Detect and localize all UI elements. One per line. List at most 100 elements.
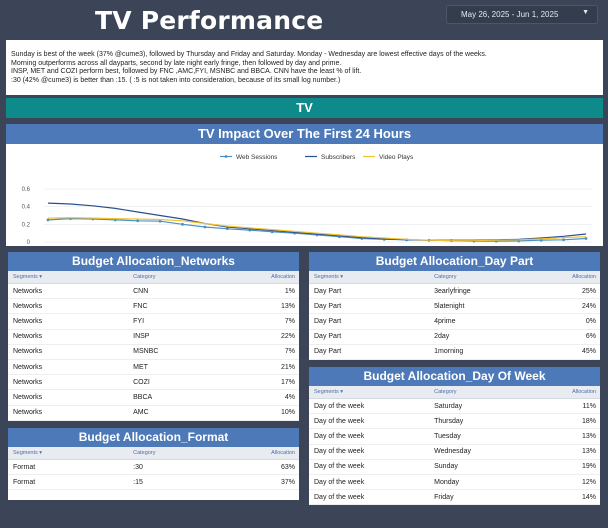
data-point[interactable]	[584, 237, 588, 240]
table-row: Networks AMC 10%	[8, 406, 299, 421]
column-header-category[interactable]: Category	[434, 389, 559, 395]
column-header-label: Category	[434, 389, 457, 395]
table-row: Networks FNC 13%	[8, 299, 299, 315]
chevron-down-icon[interactable]: ▼	[582, 9, 589, 16]
sort-icon[interactable]: ▾	[37, 274, 43, 280]
data-point[interactable]	[158, 219, 162, 223]
category-cell: Thursday	[434, 417, 464, 425]
summary-line: Morning outperforms across all dayparts,…	[11, 59, 342, 67]
category-cell: Wednesday	[434, 448, 471, 456]
table-header: Segments ▾ Category Allocation	[309, 386, 600, 399]
category-cell: :30	[133, 463, 143, 471]
column-header-allocation[interactable]: Allocation	[258, 450, 299, 456]
column-header-allocation[interactable]: Allocation	[559, 389, 600, 395]
segment-cell: Day Part	[314, 287, 342, 295]
table-row: Day Part 3earlyfringe 25%	[309, 284, 600, 300]
chart-title: TV Impact Over The First 24 Hours	[6, 124, 603, 144]
daypart-title: Budget Allocation_Day Part	[309, 252, 600, 271]
category-cell: FNC	[133, 302, 148, 310]
sort-icon[interactable]: ▾	[37, 450, 43, 456]
data-point[interactable]	[562, 238, 565, 242]
table-row: Day of the week Wednesday 13%	[309, 445, 600, 460]
data-point[interactable]	[225, 227, 229, 231]
summary-line: :30 (42% @cume3) is better than :15. ( :…	[11, 76, 341, 84]
segment-cell: Networks	[13, 378, 43, 386]
allocation-cell: 25%	[581, 287, 596, 295]
category-cell: Sunday	[434, 463, 458, 471]
allocation-cell: 0%	[585, 317, 596, 325]
segment-cell: Day of the week	[314, 417, 365, 425]
allocation-cell: 21%	[280, 363, 295, 371]
category-cell: MSNBC	[133, 348, 159, 356]
table-row: Day of the week Friday 14%	[309, 490, 600, 506]
sort-icon[interactable]: ▾	[338, 389, 344, 395]
legend-marker	[224, 155, 228, 158]
table-header: Segments ▾ Category Allocation	[8, 447, 299, 460]
column-header-category[interactable]: Category	[434, 274, 559, 280]
segment-cell: Networks	[13, 363, 43, 371]
column-header-label: Allocation	[572, 274, 596, 280]
line-chart[interactable]: 00.20.40.6012345678910111213141516171819…	[6, 144, 603, 246]
segment-cell: Day Part	[314, 333, 342, 341]
column-header-segments[interactable]: Segments ▾	[8, 274, 133, 280]
segment-cell: Day Part	[314, 348, 342, 356]
table-row: Day Part 2day 6%	[309, 330, 600, 345]
column-header-allocation[interactable]: Allocation	[258, 274, 299, 280]
sort-icon[interactable]: ▾	[338, 274, 344, 280]
y-tick-label: 0.4	[22, 205, 31, 211]
data-point[interactable]	[539, 238, 543, 242]
category-cell: 4prime	[434, 317, 456, 325]
category-cell: MET	[133, 363, 148, 371]
column-header-segments[interactable]: Segments ▾	[309, 274, 434, 280]
allocation-cell: 18%	[581, 417, 596, 425]
column-header-allocation[interactable]: Allocation	[559, 274, 600, 280]
y-tick-label: 0.6	[22, 187, 31, 193]
category-cell: COZI	[133, 378, 150, 386]
allocation-cell: 63%	[280, 463, 295, 471]
category-cell: 3earlyfringe	[434, 287, 471, 295]
category-cell: :15	[133, 478, 143, 486]
data-point[interactable]	[46, 218, 50, 222]
category-cell: 2day	[434, 333, 450, 341]
column-header-category[interactable]: Category	[133, 274, 258, 280]
table-row: Day of the week Monday 12%	[309, 475, 600, 491]
legend-label[interactable]: Subscribers	[321, 154, 356, 161]
category-cell: Saturday	[434, 402, 463, 410]
category-cell: Tuesday	[434, 432, 461, 440]
column-header-label: Segments	[13, 450, 38, 456]
allocation-cell: 13%	[280, 302, 295, 310]
column-header-label: Segments	[314, 389, 339, 395]
segment-cell: Day of the week	[314, 493, 365, 501]
series-line-video-plays[interactable]	[47, 217, 587, 242]
allocation-cell: 11%	[582, 402, 596, 410]
table-header: Segments ▾ Category Allocation	[309, 271, 600, 284]
segment-cell: Networks	[13, 287, 43, 295]
column-header-category[interactable]: Category	[133, 450, 258, 456]
column-header-label: Segments	[13, 274, 38, 280]
category-cell: AMC	[133, 409, 149, 417]
table-row: Format :30 63%	[8, 460, 299, 476]
segment-cell: Networks	[13, 317, 43, 325]
segment-cell: Format	[13, 463, 36, 471]
data-point[interactable]	[181, 222, 184, 226]
column-header-segments[interactable]: Segments ▾	[8, 450, 133, 456]
category-cell: BBCA	[133, 393, 153, 401]
data-point[interactable]	[203, 225, 207, 229]
category-cell: Monday	[434, 478, 460, 486]
legend-label[interactable]: Video Plays	[379, 154, 414, 161]
segment-cell: Format	[13, 478, 36, 486]
date-range-picker[interactable]: May 26, 2025 - Jun 1, 2025 ▼	[446, 5, 598, 24]
data-point[interactable]	[136, 219, 140, 223]
category-cell: INSP	[133, 333, 150, 341]
table-row: Networks INSP 22%	[8, 330, 299, 345]
allocation-cell: 24%	[581, 302, 596, 310]
table-row: Networks COZI 17%	[8, 375, 299, 391]
chart-panel: TV Impact Over The First 24 Hours 0 0.2 0.…	[6, 124, 603, 246]
day-of-week-table-panel: Budget Allocation_Day Of Week Segments ▾ C…	[309, 367, 600, 506]
series-line-web-sessions[interactable]	[47, 217, 587, 242]
data-point[interactable]	[113, 218, 117, 222]
legend-label[interactable]: Web Sessions	[236, 154, 278, 161]
y-tick-label: 0	[27, 240, 31, 246]
column-header-segments[interactable]: Segments ▾	[309, 389, 434, 395]
allocation-cell: 7%	[284, 348, 295, 356]
